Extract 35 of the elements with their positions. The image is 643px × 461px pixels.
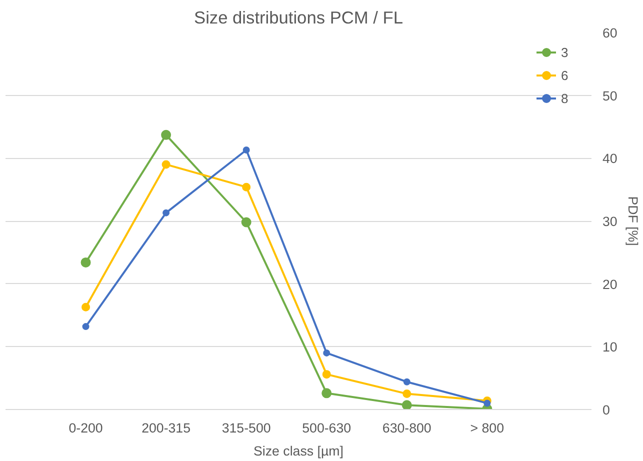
y-tick-label: 40 (602, 151, 618, 166)
y-tick-label: 50 (602, 88, 618, 104)
point (242, 182, 251, 192)
point (80, 257, 91, 268)
y-tick-label: 30 (602, 214, 618, 229)
point (161, 130, 172, 140)
x-tick-label: 0-200 (68, 420, 103, 436)
chart-title: Size distributions PCM / FL (194, 8, 404, 28)
x-tick-label: > 800 (470, 420, 504, 436)
point (82, 323, 90, 330)
point (241, 217, 252, 228)
y-axis-title: PDF [%] (625, 196, 640, 246)
point (402, 390, 412, 398)
point (322, 370, 331, 379)
legend-label: 3 (561, 44, 570, 60)
point (402, 400, 412, 410)
point (323, 349, 330, 356)
y-tick-label: 60 (602, 26, 618, 40)
point (242, 146, 250, 154)
x-tick-label: 500-630 (302, 420, 352, 436)
x-tick-label: 200-315 (142, 420, 191, 436)
point (484, 400, 491, 407)
y-tick-label: 0 (602, 402, 610, 418)
point (82, 302, 90, 312)
point (162, 160, 170, 169)
x-tick-label: 315-500 (222, 420, 271, 436)
y-tick-label: 20 (602, 276, 618, 292)
legend-label: 8 (561, 90, 570, 106)
legend-label: 6 (561, 68, 570, 82)
point (162, 209, 170, 216)
point (322, 388, 332, 398)
x-tick-label: 630-800 (382, 420, 432, 436)
x-axis-title: Size class [µm] (254, 444, 344, 458)
y-tick-label: 10 (602, 340, 618, 355)
point (403, 378, 410, 386)
